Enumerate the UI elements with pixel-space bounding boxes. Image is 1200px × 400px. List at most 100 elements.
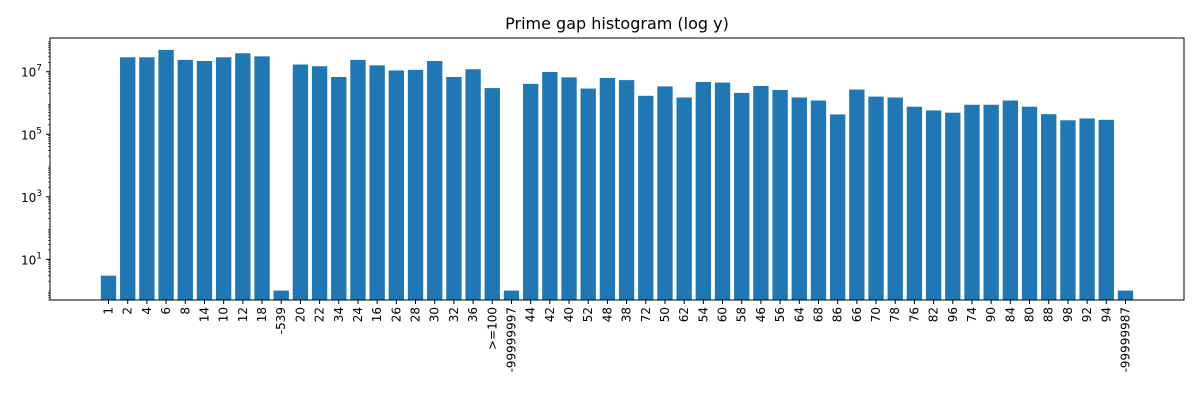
bar--99999987	[1117, 290, 1134, 300]
bar-42	[542, 72, 558, 300]
bar-58	[734, 92, 750, 301]
bar-24	[350, 59, 366, 300]
bar--539	[273, 290, 289, 300]
bar-50	[657, 86, 673, 300]
bar-14	[196, 61, 213, 300]
x-tick-label: 1	[102, 307, 116, 315]
x-tick-label: 86	[831, 307, 845, 322]
x-tick-label: 34	[332, 307, 346, 322]
bar-60	[714, 82, 731, 300]
bar-34	[331, 76, 347, 300]
x-tick-label: 16	[370, 307, 384, 322]
bar-80	[1021, 106, 1038, 300]
bar-94	[1098, 119, 1114, 300]
bar-72	[638, 95, 654, 300]
x-tick-label: 96	[946, 307, 960, 322]
bar-84	[1002, 100, 1019, 300]
x-tick-label: 90	[984, 307, 998, 322]
bar-78	[887, 97, 903, 300]
x-tick-label: 28	[409, 307, 423, 322]
bar-6	[158, 49, 174, 300]
x-tick-label: 26	[389, 307, 403, 322]
bar-2	[120, 57, 136, 300]
bar-68	[810, 100, 827, 300]
y-axis-ticks: 101 103 105 107	[21, 41, 50, 301]
bar-38	[618, 80, 635, 300]
bar-1	[100, 275, 117, 300]
x-tick-label: 44	[524, 307, 538, 322]
bar-20	[292, 64, 309, 300]
x-tick-label: 14	[197, 307, 211, 322]
bar-54	[695, 81, 712, 301]
x-tick-label: 38	[620, 307, 634, 322]
bar-62	[676, 97, 692, 300]
bar-26	[388, 70, 405, 300]
y-tick-label: 107	[21, 64, 42, 80]
x-tick-label: 60	[716, 307, 730, 322]
bar-30	[427, 61, 443, 300]
bar-92	[1079, 118, 1095, 300]
x-tick-label: 52	[581, 307, 595, 322]
x-tick-label: 18	[255, 307, 269, 322]
x-tick-label: 54	[696, 307, 710, 322]
y-tick-label: 105	[21, 126, 42, 142]
x-tick-label: 98	[1061, 307, 1075, 322]
x-tick-label: 80	[1023, 307, 1037, 322]
x-tick-label: 50	[658, 307, 672, 322]
x-tick-label: 6	[159, 307, 173, 315]
x-tick-label: 70	[869, 307, 883, 322]
x-tick-label: 30	[428, 307, 442, 322]
x-tick-label: 46	[754, 307, 768, 322]
bar-96	[945, 112, 961, 300]
x-tick-label: 76	[907, 307, 921, 322]
bar-88	[1041, 114, 1057, 301]
bar-12	[235, 53, 251, 301]
bar-22	[311, 66, 328, 300]
x-tick-label: 84	[1003, 307, 1017, 322]
bar-44	[522, 83, 539, 300]
bar-56	[772, 90, 788, 300]
bar-40	[561, 77, 577, 300]
x-tick-label: 62	[677, 307, 691, 322]
bar--99999997	[503, 290, 520, 300]
x-tick-label: 42	[543, 307, 557, 322]
bar-8	[177, 59, 193, 300]
chart-title: Prime gap histogram (log y)	[505, 14, 729, 33]
bar-86	[829, 114, 846, 301]
x-tick-label: 72	[639, 307, 653, 322]
bar-46	[753, 85, 769, 301]
x-tick-label: -539	[274, 307, 288, 334]
x-tick-label: 12	[236, 307, 250, 322]
x-tick-label: 64	[792, 307, 806, 322]
bar-36	[465, 69, 481, 300]
bar-66	[849, 89, 865, 301]
x-tick-label: >=100	[485, 307, 499, 350]
bar-64	[791, 97, 807, 300]
bar-16	[369, 65, 385, 300]
x-tick-label: 4	[140, 307, 154, 315]
bars-group	[100, 49, 1134, 301]
x-tick-label: 94	[1099, 307, 1113, 322]
x-tick-label: 78	[888, 307, 902, 322]
x-tick-label: -99999987	[1118, 307, 1132, 372]
bar-90	[983, 104, 999, 301]
bar-10	[215, 57, 232, 300]
bar-70	[868, 96, 884, 301]
x-tick-label: 2	[121, 307, 135, 315]
x-axis-ticks: 1 2 4 6 8 14 10 12 18 -539 20 22 34 24 16 26 28 30 32 36 >=1…	[102, 300, 1132, 372]
x-tick-label: 24	[351, 307, 365, 322]
bar-18	[254, 56, 270, 300]
plot-frame	[49, 37, 1185, 301]
x-tick-label: 32	[447, 307, 461, 322]
x-tick-label: 20	[293, 307, 307, 322]
x-tick-label: 66	[850, 307, 864, 322]
bar-28	[407, 69, 424, 300]
x-tick-label: 58	[735, 307, 749, 322]
bar-4	[139, 57, 155, 300]
y-tick-label: 101	[21, 251, 42, 267]
bar-82	[925, 110, 942, 301]
x-tick-label: 92	[1080, 307, 1094, 322]
x-tick-label: 74	[965, 307, 979, 322]
bar-74	[964, 104, 980, 301]
